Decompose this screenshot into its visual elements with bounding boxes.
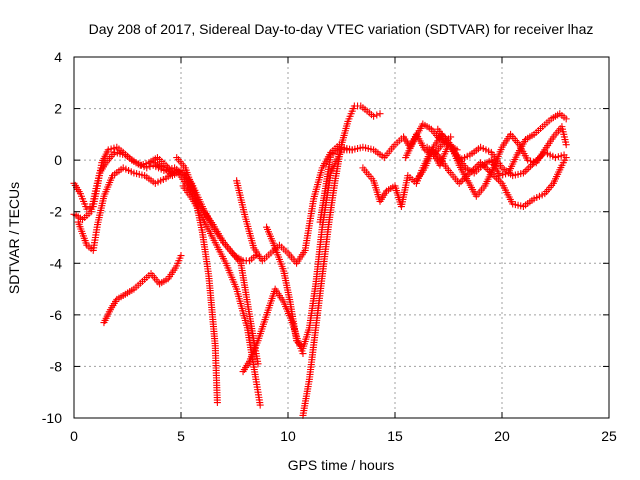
y-axis-label: SDTVAR / TECUs [6, 182, 22, 294]
x-tick-label: 20 [494, 428, 510, 444]
data-point-interp [146, 163, 154, 171]
x-tick-label: 15 [387, 428, 403, 444]
axis-ticks: 0 5 10 15 20 25 -10 -8 -6 -4 -2 0 2 4 [42, 49, 617, 444]
gridlines [74, 57, 609, 418]
x-tick-label: 10 [280, 428, 296, 444]
data-point-interp [496, 178, 504, 186]
data-point-interp [373, 111, 381, 119]
y-tick-label: 0 [54, 152, 62, 168]
data-point-interp [459, 176, 467, 184]
data-point [177, 252, 185, 260]
x-tick-label: 0 [70, 428, 78, 444]
data-point [254, 360, 262, 368]
data-series-16 [423, 143, 570, 211]
x-axis-label: GPS time / hours [288, 457, 395, 473]
data-point [562, 141, 570, 149]
data-series-7 [179, 182, 264, 409]
data-point [213, 399, 221, 407]
data-point-interp [534, 155, 542, 163]
data-point [562, 115, 570, 123]
data-point [370, 112, 378, 120]
data-point-interp [469, 166, 477, 174]
y-tick-label: -2 [50, 204, 63, 220]
data-point [447, 133, 455, 141]
data-series-17 [434, 125, 568, 180]
data-point-interp [486, 167, 494, 175]
x-tick-label: 5 [177, 428, 185, 444]
data-series-4 [100, 252, 185, 327]
y-tick-label: -8 [50, 358, 63, 374]
data-series-11 [299, 102, 384, 419]
data-point-interp [523, 166, 531, 174]
y-tick-label: -10 [42, 410, 62, 426]
plot-frame [73, 56, 610, 419]
chart-title: Day 208 of 2017, Sidereal Day-to-day VTE… [89, 21, 594, 37]
data-series-6 [151, 159, 262, 368]
y-tick-label: 2 [54, 101, 62, 117]
data-point-interp [491, 172, 499, 180]
data-point [256, 401, 264, 409]
data-point-interp [493, 174, 501, 182]
x-tick-label: 25 [601, 428, 617, 444]
y-tick-label: -4 [50, 255, 63, 271]
data-point [376, 110, 384, 118]
y-tick-label: 4 [54, 49, 62, 65]
y-tick-label: -6 [50, 307, 63, 323]
data-point [143, 164, 151, 172]
data-point-interp [471, 164, 479, 172]
data-point-interp [464, 171, 472, 179]
data-point [466, 169, 474, 177]
data-point-interp [528, 160, 536, 168]
data-point-interp [480, 162, 488, 170]
data-point [560, 151, 568, 159]
data-points [70, 102, 570, 419]
